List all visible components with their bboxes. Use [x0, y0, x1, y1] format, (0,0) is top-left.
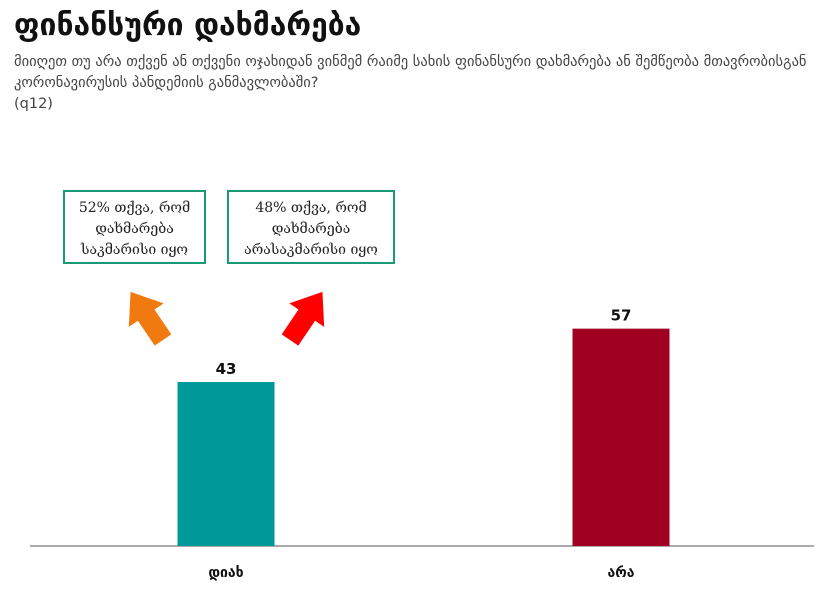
page-title: ფინანსური დახმარება	[14, 8, 362, 43]
question-code: (q12)	[14, 96, 53, 112]
data-label-0: 43	[216, 360, 237, 378]
arrow-insufficient-icon	[281, 291, 325, 346]
note-sufficient: 52% თქვა, რომ დახმარება საკმარისი იყო	[63, 190, 206, 264]
data-label-1: 57	[611, 307, 632, 325]
question-body: მიიღეთ თუ არა თქვენ ან თქვენი ოჯახიდან ვ…	[14, 54, 807, 91]
category-label-0: დიახ	[208, 565, 243, 581]
category-label-1: არა	[607, 565, 634, 581]
bar-1	[572, 328, 670, 546]
arrow-sufficient-icon	[128, 291, 172, 346]
note-insufficient: 48% თქვა, რომ დახმარება არასაკმარისი იყო	[227, 190, 395, 264]
bar-0	[177, 382, 275, 546]
question-text: მიიღეთ თუ არა თქვენ ან თქვენი ოჯახიდან ვ…	[14, 52, 814, 115]
